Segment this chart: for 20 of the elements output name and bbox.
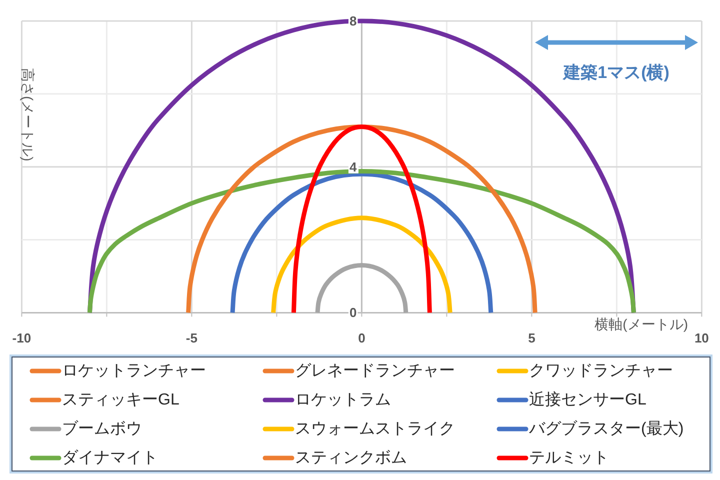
legend-label: テルミット [529,450,609,466]
legend-label: クワッドランチャー [529,362,673,380]
legend-label: ロケットランチャー [62,362,206,380]
legend-label: スティッキーGL [62,392,180,408]
legend-label: スティンクボム [295,450,407,466]
legend-label: ロケットラム [295,392,391,408]
legend-label: グレネードランチャー [295,362,455,380]
y-tick-label: 8 [349,14,357,28]
x-tick-label: -10 [12,330,32,346]
x-tick-label: 5 [528,330,536,346]
legend-label: 近接センサーGL [529,390,646,408]
x-tick-label: -5 [186,330,198,346]
y-axis-title: 高さ(メートル) [20,68,36,162]
legend-label: ブームボウ [62,420,142,438]
annotation: 建築1マス(横) [562,63,670,82]
x-tick-label: 10 [694,330,709,346]
legend-label: スウォームストライク [295,420,455,438]
legend-label: バグブラスター(最大) [528,420,684,438]
legend-label: ダイナマイト [62,450,158,466]
x-axis-title: 横軸(メートル) [594,316,688,332]
